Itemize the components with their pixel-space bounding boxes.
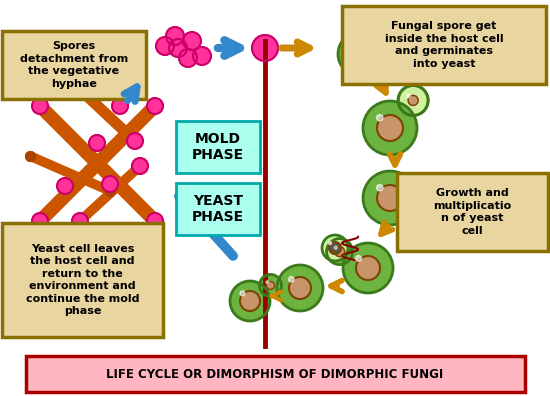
Circle shape bbox=[384, 50, 392, 58]
Circle shape bbox=[89, 135, 105, 151]
Circle shape bbox=[147, 213, 163, 229]
Circle shape bbox=[408, 95, 418, 105]
Circle shape bbox=[415, 210, 425, 221]
Circle shape bbox=[112, 98, 128, 114]
Circle shape bbox=[322, 235, 348, 261]
Text: YEAST
PHASE: YEAST PHASE bbox=[192, 194, 244, 224]
Circle shape bbox=[328, 242, 332, 245]
FancyBboxPatch shape bbox=[26, 356, 525, 392]
FancyBboxPatch shape bbox=[176, 183, 260, 235]
Circle shape bbox=[355, 255, 361, 261]
FancyBboxPatch shape bbox=[2, 223, 163, 337]
Circle shape bbox=[266, 281, 268, 284]
Circle shape bbox=[398, 86, 428, 115]
Text: Spores
detachment from
the vegetative
hyphae: Spores detachment from the vegetative hy… bbox=[20, 42, 128, 89]
Circle shape bbox=[398, 86, 428, 115]
Circle shape bbox=[338, 32, 382, 76]
Circle shape bbox=[377, 185, 383, 191]
Circle shape bbox=[169, 39, 187, 57]
Circle shape bbox=[415, 210, 418, 213]
Circle shape bbox=[363, 101, 417, 155]
Circle shape bbox=[240, 291, 245, 296]
Text: LIFE CYCLE OR DIMORPHISM OF DIMORPHIC FUNGI: LIFE CYCLE OR DIMORPHISM OF DIMORPHIC FU… bbox=[106, 367, 444, 381]
Circle shape bbox=[32, 98, 48, 114]
Circle shape bbox=[356, 256, 380, 280]
Circle shape bbox=[289, 276, 294, 282]
Circle shape bbox=[407, 202, 433, 228]
Circle shape bbox=[179, 49, 197, 67]
Circle shape bbox=[156, 37, 174, 55]
FancyBboxPatch shape bbox=[342, 6, 546, 84]
Circle shape bbox=[334, 246, 337, 249]
Circle shape bbox=[378, 44, 398, 64]
FancyBboxPatch shape bbox=[176, 121, 260, 173]
Circle shape bbox=[334, 247, 345, 257]
Circle shape bbox=[183, 32, 201, 50]
Circle shape bbox=[329, 242, 341, 254]
Circle shape bbox=[102, 176, 118, 192]
Circle shape bbox=[377, 185, 403, 211]
Circle shape bbox=[384, 50, 386, 52]
Circle shape bbox=[377, 115, 403, 141]
Circle shape bbox=[260, 274, 282, 297]
Circle shape bbox=[132, 158, 148, 174]
Circle shape bbox=[230, 281, 270, 321]
FancyBboxPatch shape bbox=[397, 173, 548, 251]
Circle shape bbox=[47, 58, 63, 74]
FancyBboxPatch shape bbox=[2, 31, 146, 99]
Text: Fungal spore get
inside the host cell
and germinates
into yeast: Fungal spore get inside the host cell an… bbox=[384, 21, 503, 69]
Text: Growth and
multiplicatio
n of yeast
cell: Growth and multiplicatio n of yeast cell bbox=[433, 188, 512, 236]
Circle shape bbox=[377, 114, 383, 121]
Circle shape bbox=[327, 239, 353, 265]
Circle shape bbox=[147, 98, 163, 114]
Circle shape bbox=[289, 277, 311, 299]
Circle shape bbox=[267, 282, 274, 289]
Circle shape bbox=[32, 213, 48, 229]
Text: Yeast cell leaves
the host cell and
return to the
environment and
continue the m: Yeast cell leaves the host cell and retu… bbox=[26, 244, 139, 316]
Circle shape bbox=[127, 133, 143, 149]
Circle shape bbox=[72, 213, 88, 229]
Circle shape bbox=[240, 291, 260, 311]
Circle shape bbox=[349, 43, 371, 65]
Circle shape bbox=[252, 35, 278, 61]
Circle shape bbox=[349, 43, 354, 48]
Circle shape bbox=[363, 171, 417, 225]
Circle shape bbox=[407, 94, 410, 98]
Circle shape bbox=[193, 47, 211, 65]
Circle shape bbox=[343, 243, 393, 293]
Circle shape bbox=[277, 265, 323, 311]
Circle shape bbox=[166, 27, 184, 45]
Text: MOLD
PHASE: MOLD PHASE bbox=[192, 132, 244, 162]
Circle shape bbox=[57, 178, 73, 194]
